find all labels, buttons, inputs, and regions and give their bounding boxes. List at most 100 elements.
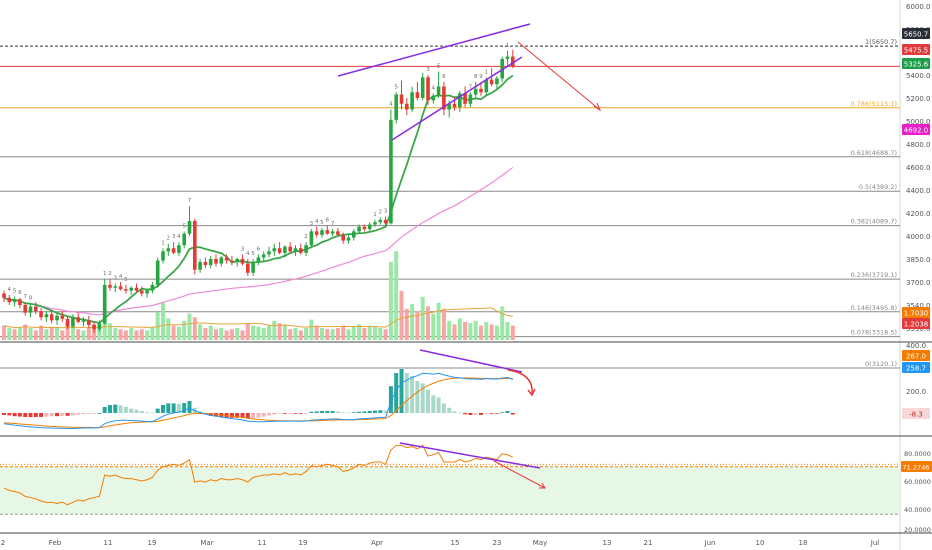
volume-bar xyxy=(123,330,128,340)
volume-bar xyxy=(240,330,245,340)
macd-histogram-bar xyxy=(235,413,240,418)
candle-body xyxy=(219,257,224,264)
macd-histogram-bar xyxy=(436,397,441,413)
volume-bar xyxy=(192,317,197,340)
time-axis[interactable]: 2 Feb 11 19 Mar 11 19 Apr 15 23 May 13 21 Jun 10 18 Jul xyxy=(1,539,880,547)
candle-body xyxy=(81,320,86,322)
volume-bar xyxy=(309,319,314,340)
price-projection-arrow xyxy=(517,41,601,111)
macd-histogram-bar xyxy=(182,403,187,413)
candle-body xyxy=(108,284,112,288)
macd-histogram-bar xyxy=(304,413,309,414)
volume-bar xyxy=(494,325,499,340)
volume-bar xyxy=(108,323,112,340)
volume-bar xyxy=(489,324,494,340)
td-count-label: 3 xyxy=(426,67,430,73)
fib-label: 0.618(4688.7) xyxy=(851,149,897,157)
volume-bar xyxy=(60,330,65,340)
volume-bar xyxy=(362,328,367,340)
candle-body xyxy=(346,237,351,241)
macd-histogram-bar xyxy=(150,412,155,414)
volume-bar xyxy=(500,306,505,340)
td-count-label: 8 xyxy=(474,74,478,80)
price-axis-tick: 5400.0 xyxy=(906,72,931,80)
td-count-label: 5 xyxy=(394,84,398,90)
candle-body xyxy=(140,290,144,294)
volume-bar xyxy=(134,330,139,340)
candle-body xyxy=(166,248,171,252)
candle-body xyxy=(410,92,414,110)
volume-bar xyxy=(7,328,12,340)
td-count-label: 3 xyxy=(241,246,245,252)
volume-bar xyxy=(373,326,377,340)
macd-histogram-bar xyxy=(267,413,271,416)
time-axis-tick: 23 xyxy=(493,539,502,547)
macd-histogram-bar xyxy=(341,412,346,413)
td-count-label: 7 xyxy=(469,84,473,90)
candle-body xyxy=(484,79,489,93)
macd-histogram-bar xyxy=(367,411,372,413)
candle-body xyxy=(39,311,43,318)
candle-body xyxy=(193,221,197,270)
candle-body xyxy=(426,77,430,101)
rsi-panel[interactable]: 80.0000 60.0000 40.0000 20.0000 71.2746 xyxy=(0,444,932,534)
candle-body xyxy=(12,299,17,303)
macd-axis-tick: 200.0 xyxy=(906,388,926,396)
volume-bar xyxy=(410,304,415,340)
volume-bar xyxy=(431,313,436,340)
td-count-label: 4 xyxy=(8,287,12,293)
candle-body xyxy=(399,94,404,104)
candle-body xyxy=(246,263,250,273)
volume-bar xyxy=(388,262,393,340)
macd-histogram-bar xyxy=(357,411,362,413)
time-axis-tick: 13 xyxy=(603,539,612,547)
td-count-label: 6 xyxy=(18,290,22,296)
volume-bar xyxy=(81,330,86,340)
macd-histogram-bar xyxy=(17,413,22,417)
macd-histogram-bar xyxy=(510,413,515,415)
macd-histogram-bar xyxy=(44,413,49,417)
macd-badge-text: 267.0 xyxy=(906,353,926,361)
rsi-axis-tick: 60.0000 xyxy=(904,478,931,486)
volume-bar xyxy=(44,329,49,340)
macd-histogram-bar xyxy=(118,405,123,413)
price-badge xyxy=(902,124,930,135)
rsi-badge xyxy=(901,461,932,472)
candle-body xyxy=(468,94,473,104)
td-count-label: 5 xyxy=(182,223,186,229)
volume-bar xyxy=(288,329,293,340)
macd-histogram-bar xyxy=(410,376,415,413)
price-axis-tick: 4000.0 xyxy=(906,233,931,241)
candle-body xyxy=(224,257,229,261)
candle-body xyxy=(341,234,345,241)
time-axis-tick: 18 xyxy=(799,539,808,547)
volume-bar xyxy=(182,320,187,340)
candle-body xyxy=(436,86,441,96)
macd-histogram-bar xyxy=(484,413,489,414)
td-count-label: 8 xyxy=(29,296,33,302)
candle-body xyxy=(272,248,277,252)
macd-histogram-bar xyxy=(473,413,478,415)
candle-body xyxy=(182,233,186,246)
macd-histogram-bar xyxy=(314,411,319,413)
volume-bar xyxy=(229,329,234,340)
volume-bar xyxy=(420,296,425,340)
price-axis-tick: 4200.0 xyxy=(906,210,931,218)
macd-histogram-bar xyxy=(2,413,6,415)
macd-histogram-bar xyxy=(404,373,409,413)
volume-bar xyxy=(335,328,340,340)
macd-badge xyxy=(902,350,930,361)
volume-bar xyxy=(441,308,446,340)
macd-histogram-bar xyxy=(298,413,303,414)
price-badge-text: 5325.6 xyxy=(904,61,929,69)
fib-label: 0.146(3495.8) xyxy=(851,304,897,312)
candle-body xyxy=(198,262,202,270)
price-axis-tick: 5200.0 xyxy=(906,95,931,103)
macd-histogram-bar xyxy=(65,413,70,416)
candle-body xyxy=(293,248,298,252)
price-arrow-head xyxy=(593,102,602,112)
